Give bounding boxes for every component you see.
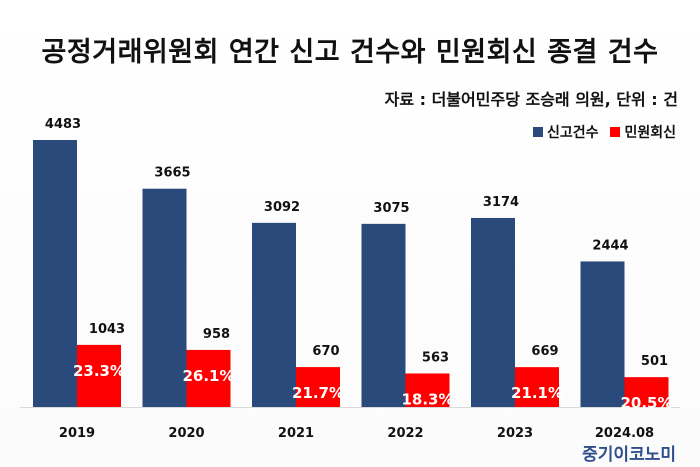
bar-report-4	[471, 217, 515, 407]
bar-reply-2	[296, 367, 340, 407]
legend-swatch-reply	[610, 127, 621, 137]
watermark-logo: 중기이코노미	[582, 445, 676, 465]
data-label-reply-4: 669	[531, 344, 558, 359]
data-label-reply-0: 1043	[89, 322, 125, 337]
bar-reply-3	[405, 373, 450, 407]
bar-reply-0	[77, 344, 121, 407]
data-label-reply-3: 563	[422, 350, 449, 365]
legend: 신고건수 민원회신	[521, 122, 676, 142]
data-label-reply-1: 958	[203, 327, 230, 342]
bar-report-0	[33, 140, 77, 407]
data-label-report-0: 4483	[45, 117, 81, 132]
legend-item-report: 신고건수	[532, 122, 599, 142]
data-label-reply-5: 501	[641, 354, 668, 369]
percent-label-5: 20.5%	[620, 394, 672, 412]
percent-label-1: 26.1%	[182, 367, 234, 385]
bar-report-1	[142, 188, 187, 407]
x-tick-label-0: 2019	[59, 426, 95, 441]
chart-title: 공정거래위원회 연간 신고 건수와 민원회신 종결 건수	[41, 37, 659, 68]
percent-label-4: 21.1%	[511, 384, 563, 402]
x-tick-label-3: 2022	[387, 426, 423, 441]
data-label-report-5: 2444	[592, 238, 628, 253]
data-label-report-4: 3174	[483, 195, 519, 210]
legend-swatch-report	[532, 127, 543, 137]
source-note: 자료 : 더불어민주당 조승래 의원, 단위 : 건	[384, 90, 678, 109]
x-tick-label-1: 2020	[168, 426, 204, 441]
legend-item-reply: 민원회신	[610, 122, 676, 142]
data-label-reply-2: 670	[312, 344, 339, 359]
percent-label-2: 21.7%	[292, 384, 344, 402]
data-label-report-2: 3092	[264, 200, 300, 215]
bar-reply-5	[624, 377, 669, 407]
data-label-report-3: 3075	[373, 201, 409, 216]
legend-label-reply: 민원회신	[624, 125, 676, 141]
bar-reply-4	[515, 367, 559, 407]
percent-label-0: 23.3%	[73, 362, 125, 380]
bar-report-5	[580, 261, 625, 407]
x-tick-label-4: 2023	[497, 426, 533, 441]
x-tick-label-2: 2021	[278, 426, 314, 441]
bar-report-3	[361, 223, 406, 407]
bar-report-2	[252, 222, 296, 407]
x-tick-label-5: 2024.08	[595, 426, 654, 441]
percent-label-3: 18.3%	[401, 390, 453, 408]
legend-label-report: 신고건수	[546, 125, 599, 141]
bar-reply-1	[186, 349, 231, 407]
data-label-report-1: 3665	[154, 166, 190, 181]
